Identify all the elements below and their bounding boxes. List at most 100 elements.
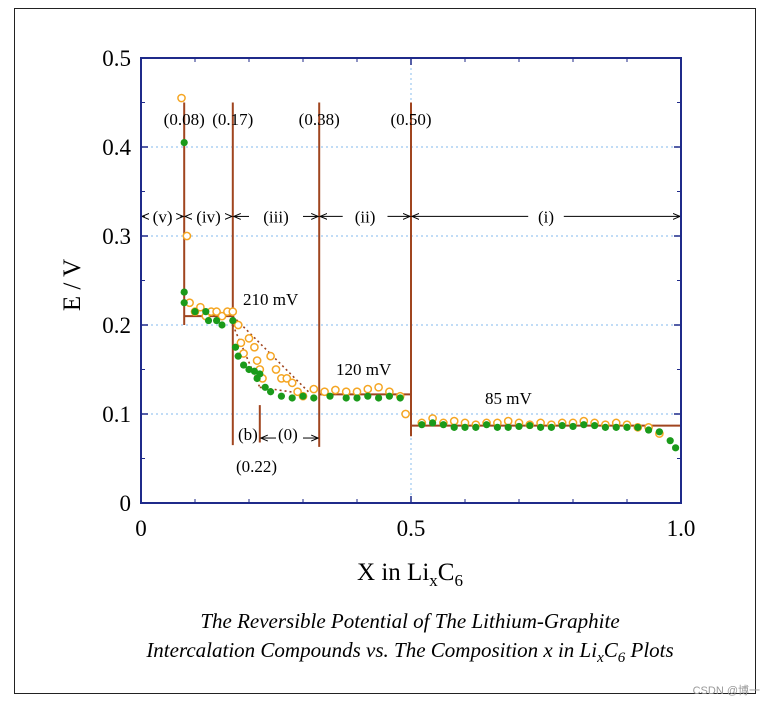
filled-data-point [569, 422, 577, 431]
x-tick-label: 1.0 [667, 516, 696, 541]
filled-data-point [601, 423, 610, 431]
filled-data-point [213, 316, 221, 325]
stage-label: (v) [153, 207, 173, 226]
filled-data-point [326, 392, 334, 400]
open-data-point [293, 387, 302, 397]
open-data-point [182, 231, 192, 241]
open-data-point [374, 382, 383, 392]
data-points [177, 93, 680, 452]
filled-data-point [267, 388, 275, 396]
filled-data-point [396, 394, 404, 402]
open-data-point [352, 387, 362, 397]
filled-data-point [385, 392, 393, 400]
filled-data-point [353, 394, 361, 402]
filled-data-point [277, 392, 285, 400]
filled-data-point [591, 421, 599, 430]
filled-data-point [655, 428, 664, 436]
filled-data-point [180, 288, 188, 296]
open-data-point [320, 387, 329, 397]
y-tick-label: 0.4 [102, 135, 131, 160]
filled-data-point [418, 421, 426, 429]
y-axis-title: E / V [59, 259, 86, 311]
open-data-point [196, 302, 205, 312]
stage-label: (i) [538, 207, 554, 226]
filled-data-point [231, 343, 240, 351]
phase-boundary-label: (0.17) [212, 110, 253, 129]
stage-label: (iii) [263, 207, 289, 226]
open-data-point [287, 378, 297, 388]
x-axis-title: X in LixC6 [357, 559, 463, 590]
filled-data-point [558, 421, 566, 430]
filled-data-point [310, 394, 318, 402]
label-210mv: 210 mV [243, 290, 299, 309]
open-data-point [250, 342, 259, 352]
open-data-point [212, 307, 221, 316]
y-tick-label: 0.1 [102, 402, 131, 427]
label-0-22: (0.22) [236, 457, 277, 476]
filled-data-point [461, 423, 469, 431]
open-data-point [503, 416, 513, 426]
y-tick-label: 0.2 [102, 313, 131, 338]
open-data-point [282, 374, 292, 383]
filled-data-point [515, 422, 523, 431]
filled-data-point [204, 316, 213, 325]
filled-data-point [450, 423, 458, 431]
filled-data-point [364, 392, 372, 400]
filled-data-point [288, 394, 296, 402]
filled-data-point [526, 421, 534, 430]
open-data-point [271, 365, 281, 374]
open-data-point [244, 334, 254, 343]
y-tick-label: 0.3 [102, 224, 131, 249]
filled-data-point [612, 423, 620, 431]
x-tick-label: 0.5 [397, 516, 426, 541]
open-data-point [233, 320, 243, 330]
filled-data-point [245, 365, 253, 374]
filled-data-point [634, 423, 642, 431]
filled-data-point [580, 421, 588, 429]
open-data-point [401, 409, 410, 419]
figure-frame [14, 8, 756, 694]
filled-data-point [261, 383, 269, 391]
label-120mv: 120 mV [336, 360, 392, 379]
filled-data-point [429, 419, 437, 427]
phase-boundary-label: (0.08) [164, 110, 205, 129]
filled-data-point [299, 392, 307, 400]
filled-data-point [472, 423, 480, 431]
filled-data-point [256, 370, 264, 378]
filled-data-point [493, 423, 501, 431]
filled-data-point [191, 308, 199, 316]
open-data-point [341, 387, 351, 397]
phase-boundary-label: (0.50) [390, 110, 431, 129]
label-zero: (0) [278, 425, 298, 444]
filled-data-point [229, 316, 237, 325]
filled-data-point [537, 423, 545, 431]
filled-data-point [342, 394, 350, 402]
open-data-point [309, 384, 319, 394]
filled-data-point [250, 367, 258, 375]
open-data-point [331, 385, 340, 395]
phase-boundary-label: (0.38) [299, 110, 340, 129]
stage-arrows: (v) (iv) (iii) (ii) (i) [142, 207, 680, 438]
open-data-point [266, 351, 275, 361]
y-tick-label: 0.5 [102, 46, 131, 71]
open-data-point [449, 416, 459, 426]
filled-data-point [504, 423, 512, 431]
filled-data-point [439, 421, 447, 429]
open-data-point [228, 307, 238, 316]
x-tick-label: 0 [135, 516, 147, 541]
open-data-point [177, 93, 186, 103]
filled-data-point [666, 437, 674, 445]
stage-label: (iv) [196, 207, 221, 226]
filled-data-point [180, 138, 188, 147]
filled-data-point [180, 299, 188, 307]
caption-line-1: The Reversible Potential of The Lithium-… [200, 609, 619, 633]
filled-data-point [547, 423, 556, 431]
filled-data-point [672, 444, 680, 452]
filled-data-point [375, 394, 383, 402]
y-tick-label: 0 [120, 491, 132, 516]
filled-data-point [645, 426, 653, 434]
open-data-point [363, 384, 373, 394]
filled-data-point [202, 308, 210, 316]
filled-data-point [240, 361, 248, 369]
